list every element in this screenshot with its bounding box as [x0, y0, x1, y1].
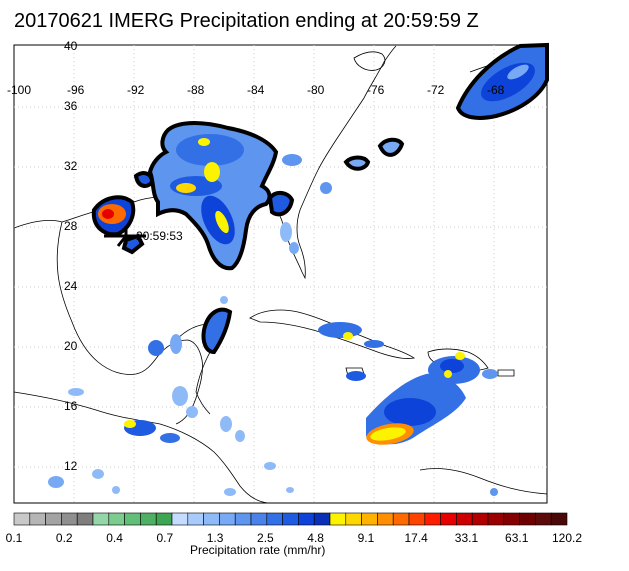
lon-label: -84 [247, 83, 265, 97]
lat-label: 32 [64, 159, 78, 173]
lat-label: 36 [64, 99, 78, 113]
lat-label: 16 [64, 399, 78, 413]
lon-label: -72 [427, 83, 445, 97]
precip-field [48, 42, 549, 496]
lon-label: -88 [187, 83, 205, 97]
yucatan [175, 323, 214, 415]
lat-label: 40 [64, 39, 78, 53]
mexico-coast [56, 221, 203, 425]
precip-gulf-outline [147, 121, 279, 271]
central-america [13, 391, 269, 504]
lon-label: -96 [67, 83, 85, 97]
storm-track-marker [104, 226, 146, 247]
lon-label: -92 [127, 83, 145, 97]
map-title: 20170621 IMERG Precipitation ending at 2… [14, 10, 479, 32]
lat-label: 20 [64, 339, 78, 353]
map-frame [13, 44, 548, 504]
lat-label: 28 [64, 219, 78, 233]
lat-label: 24 [64, 279, 78, 293]
south-america [419, 468, 548, 495]
storm-time-label: 20:59:53 [136, 229, 183, 243]
lon-label: -100 [7, 83, 31, 97]
lon-label: -80 [307, 83, 325, 97]
lat-label: 12 [64, 459, 78, 473]
colorbar-title: Precipitation rate (mm/hr) [190, 543, 326, 557]
great-lakes [353, 51, 386, 71]
lon-label: -68 [487, 83, 505, 97]
lon-label: -76 [367, 83, 385, 97]
